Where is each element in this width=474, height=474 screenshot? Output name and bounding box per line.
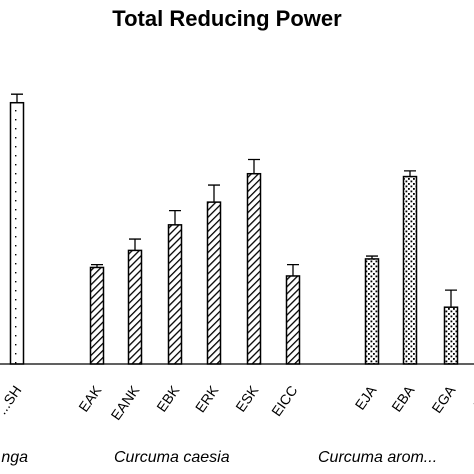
x-tick-label-7: EICC [268,383,300,420]
group-label-2: Curcuma caesia [114,449,230,466]
x-tick-label-11: EI... [470,383,474,413]
x-tick-label-8: EJA [352,382,380,413]
error-bars-layer [11,93,457,308]
error-bar-4 [169,209,181,225]
error-bar-5 [208,184,220,203]
bar-10 [443,306,459,365]
x-tick-label-2: EAK [75,382,105,415]
error-bar-9 [404,170,416,177]
error-bar-3 [129,238,141,251]
error-bar-2 [91,263,103,268]
bar-3 [127,249,143,365]
bars-layer [9,101,459,365]
error-bar-8 [366,255,378,259]
group-label-3: Curcuma arom... [318,449,437,466]
bar-2 [89,266,105,365]
x-tick-labels: ...SH EAK EANK EBK ERK ESK EICC EJA EBA EGA EI... [0,382,474,423]
chart-title: Total Reducing Power [112,6,342,31]
x-tick-label-4: EBK [153,382,183,415]
bar-5 [206,201,222,365]
bar-6 [246,172,262,365]
error-bar-6 [248,158,260,174]
x-tick-label-9: EBA [388,382,418,415]
x-tick-label-5: ERK [192,382,222,415]
x-tick-label-6: ESK [232,382,262,415]
error-bar-10 [445,289,457,308]
bar-1 [9,101,25,365]
bar-4 [167,224,183,365]
x-tick-label-1: ...SH [0,383,24,418]
error-bar-1 [11,93,23,103]
x-tick-label-3: EANK [107,382,142,423]
bar-7 [285,275,301,365]
group-label-1: ...nga [0,449,28,466]
x-tick-label-10: EGA [428,382,458,416]
bar-9 [402,175,418,365]
bar-8 [364,258,380,365]
error-bar-7 [287,263,299,276]
